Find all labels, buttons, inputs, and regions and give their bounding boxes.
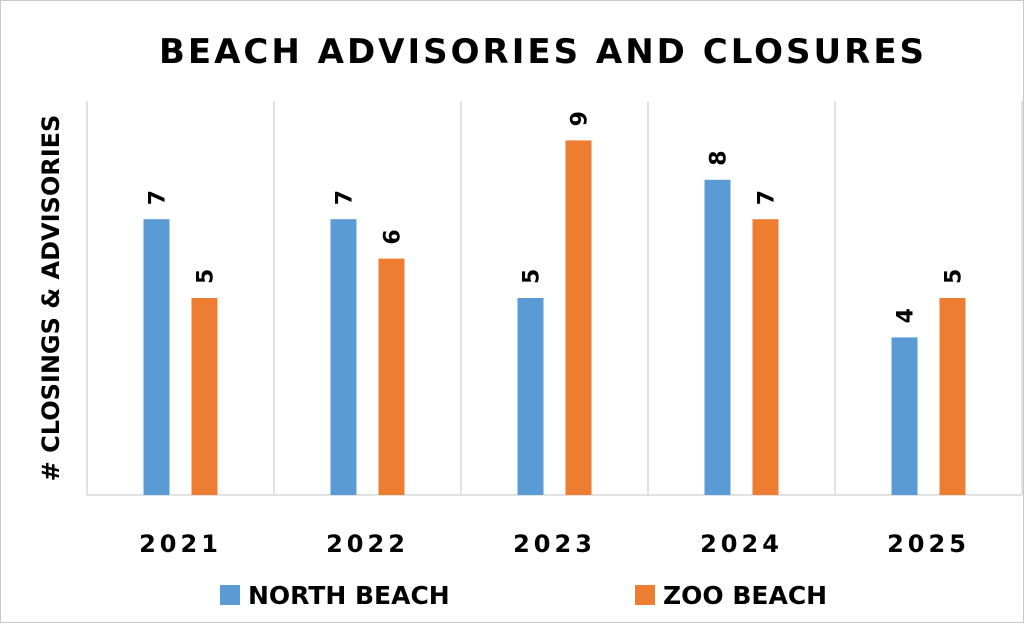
bar-north-beach-2025 xyxy=(891,337,918,495)
bar-north-beach-2021 xyxy=(143,219,170,495)
data-label: 6 xyxy=(381,229,406,244)
data-label: 5 xyxy=(194,269,219,284)
data-label: 7 xyxy=(333,190,358,205)
y-axis-label: # CLOSINGS & ADVISORIES xyxy=(37,115,65,482)
legend-label: ZOO BEACH xyxy=(663,581,827,610)
bar-zoo-beach-2023 xyxy=(565,140,592,495)
data-label: 4 xyxy=(894,308,919,323)
bar-zoo-beach-2024 xyxy=(752,219,779,495)
x-tick-label: 2023 xyxy=(513,530,596,558)
bar-north-beach-2022 xyxy=(330,219,357,495)
legend-swatch-north-beach xyxy=(220,585,240,605)
data-label: 8 xyxy=(707,150,732,165)
data-label: 7 xyxy=(146,190,171,205)
plot-area: 7 5 2021 7 6 2022 5 9 2023 8 7 2024 4 5 2025 xyxy=(86,101,1023,558)
x-tick-label: 2025 xyxy=(887,530,970,558)
x-tick-label: 2022 xyxy=(326,530,409,558)
x-tick-label: 2024 xyxy=(700,530,783,558)
data-label: 5 xyxy=(520,269,545,284)
bar-zoo-beach-2025 xyxy=(939,298,966,495)
chart-title: BEACH ADVISORIES AND CLOSURES xyxy=(159,32,927,72)
bar-north-beach-2023 xyxy=(517,298,544,495)
data-label: 5 xyxy=(942,269,967,284)
bar-zoo-beach-2021 xyxy=(191,298,218,495)
data-label: 9 xyxy=(568,111,593,126)
bar-zoo-beach-2022 xyxy=(378,258,405,495)
legend-swatch-zoo-beach xyxy=(635,585,655,605)
legend: NORTH BEACH ZOO BEACH xyxy=(220,581,827,610)
bar-north-beach-2024 xyxy=(704,179,731,496)
data-label: 7 xyxy=(755,190,780,205)
legend-label: NORTH BEACH xyxy=(248,581,450,610)
x-tick-label: 2021 xyxy=(139,530,222,558)
